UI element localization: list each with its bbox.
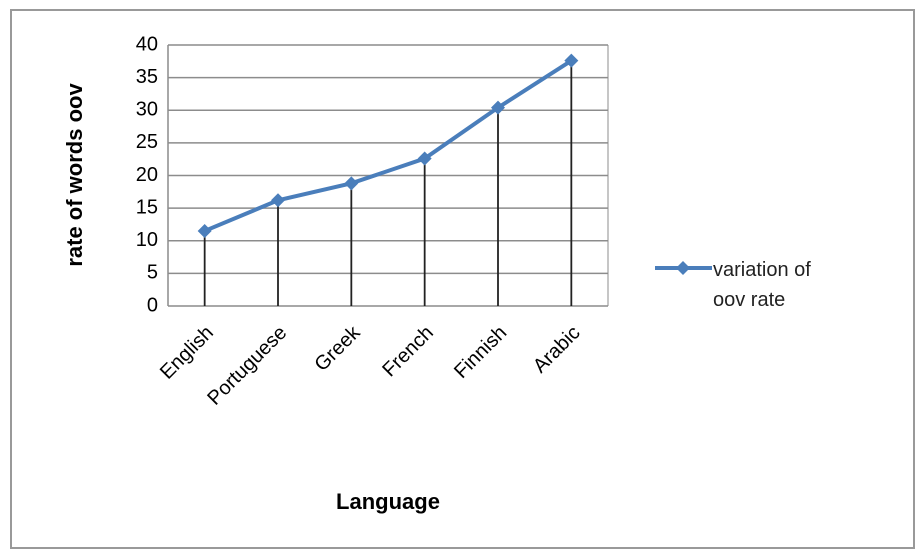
y-tick-label: 25 <box>136 131 158 153</box>
y-tick-label: 30 <box>136 99 158 121</box>
y-tick-label: 35 <box>136 66 158 88</box>
data-point <box>564 53 579 68</box>
y-tick-label: 20 <box>136 164 158 186</box>
y-tick-label: 40 <box>136 33 158 55</box>
y-tick-label: 5 <box>147 262 158 284</box>
y-tick-label: 0 <box>147 294 158 316</box>
x-axis-label: Language <box>336 489 440 514</box>
data-point <box>491 100 505 115</box>
data-point <box>271 193 285 208</box>
y-tick-label: 15 <box>136 196 158 218</box>
data-point <box>417 151 432 166</box>
legend-marker <box>676 261 690 275</box>
y-axis-label: rate of words oov <box>62 83 87 267</box>
data-point <box>197 223 212 238</box>
series-line <box>203 58 573 233</box>
legend-label: variation of oov rate <box>713 259 811 311</box>
chart-frame <box>10 9 915 549</box>
y-tick-label: 10 <box>136 229 158 251</box>
data-point <box>344 176 359 191</box>
